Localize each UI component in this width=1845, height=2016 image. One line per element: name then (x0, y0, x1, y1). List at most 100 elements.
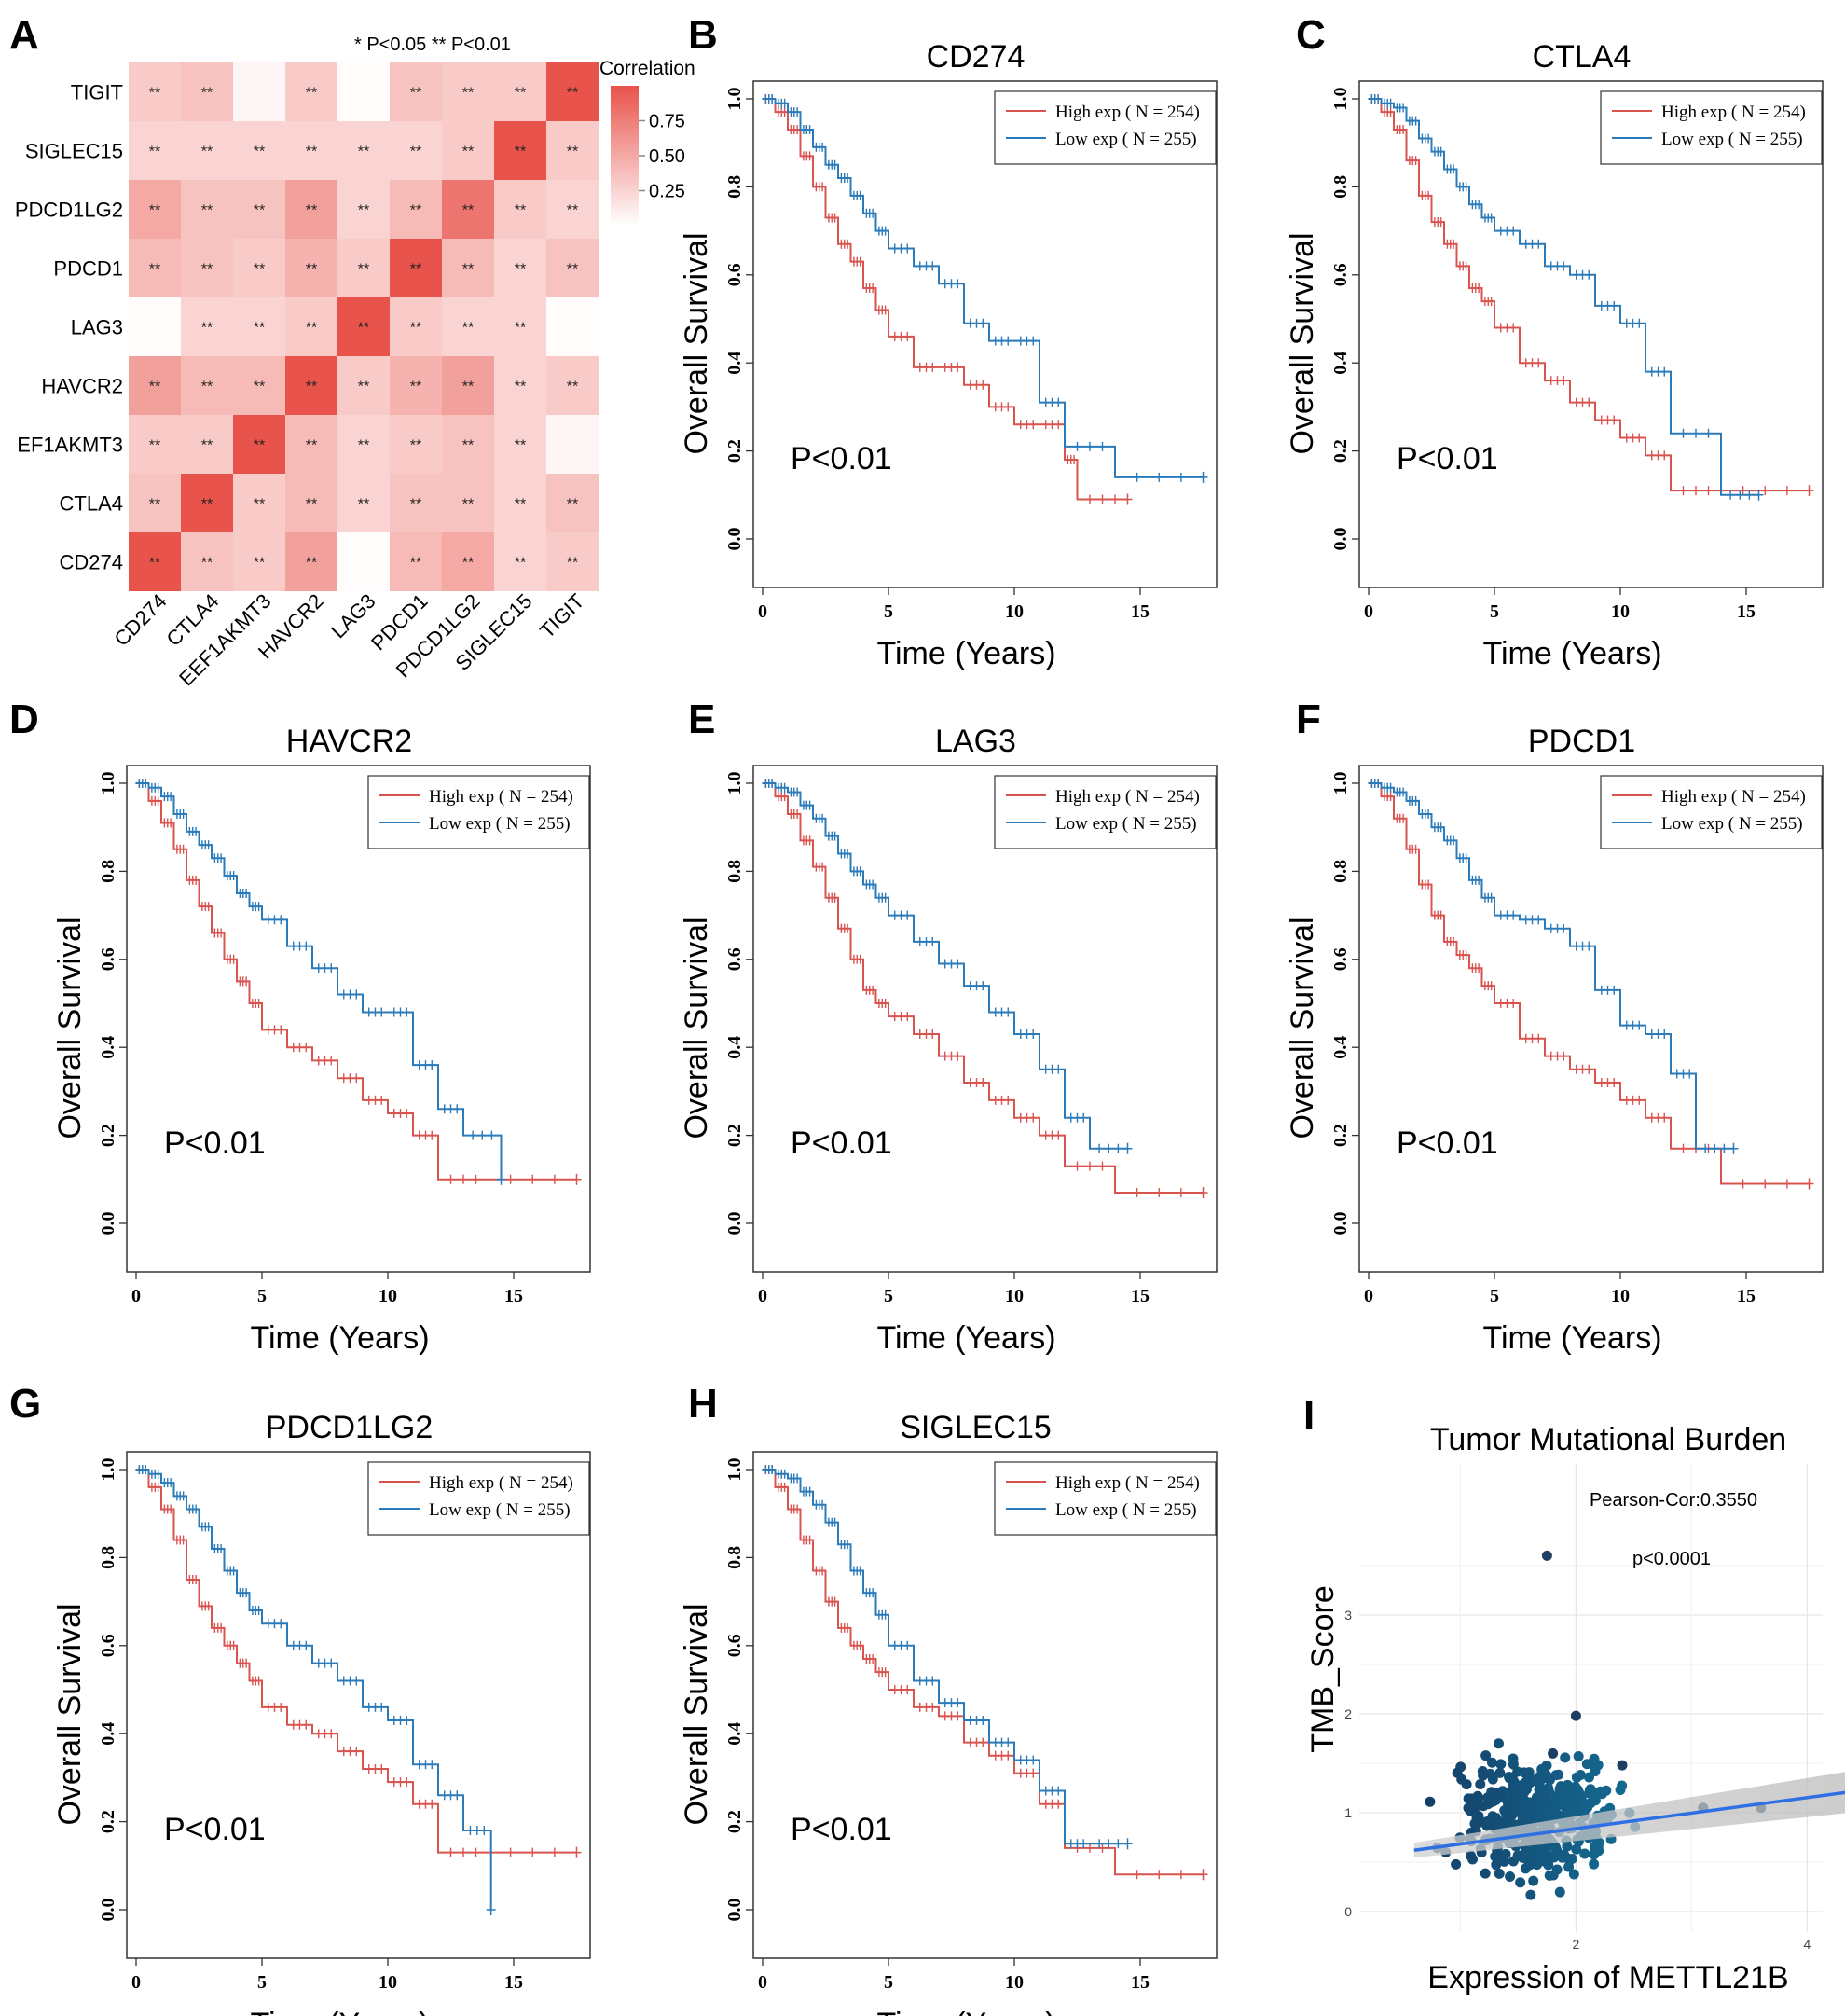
censor-mark (1475, 875, 1483, 885)
censor-mark (242, 889, 251, 898)
censor-mark (365, 1007, 373, 1017)
heatmap-star: ** (306, 145, 317, 160)
heatmap-cell (285, 532, 337, 591)
censor-mark (991, 1737, 999, 1747)
censor-mark (916, 362, 924, 372)
scatter-point (1589, 1858, 1600, 1870)
censor-mark (1023, 1112, 1031, 1123)
x-tick-label: 10 (1611, 1286, 1630, 1306)
plot-frame (752, 765, 1218, 1273)
censor-mark (1004, 1095, 1012, 1105)
x-tick-label: 15 (504, 1286, 523, 1306)
heatmap-star: ** (515, 497, 526, 513)
censor-mark (1450, 164, 1458, 174)
panel-label-i: I (1303, 1392, 1315, 1438)
censor-mark (856, 256, 864, 267)
heatmap-cell (285, 239, 337, 297)
censor-mark (941, 362, 949, 372)
censor-mark (903, 243, 912, 254)
heatmap-cell (181, 62, 233, 121)
censor-mark (991, 1750, 999, 1761)
heatmap-cell (129, 356, 181, 415)
censor-mark (192, 875, 200, 885)
heatmap-star: ** (201, 145, 213, 160)
y-tick-label: 1.0 (724, 88, 745, 111)
censor-mark (365, 1095, 373, 1105)
censor-mark (897, 243, 905, 254)
heatmap-star: ** (306, 203, 317, 219)
censor-mark (1647, 1112, 1656, 1123)
censor-mark (1673, 1069, 1681, 1079)
censor-mark (831, 892, 839, 903)
censor-mark (1647, 366, 1656, 377)
censor-mark (396, 1109, 405, 1118)
scatter-point (1541, 1550, 1552, 1561)
censor-mark (1610, 1077, 1618, 1087)
heatmap-cell (442, 415, 494, 474)
heatmap-cell (390, 532, 442, 591)
colorbar-tick-label: 0.50 (649, 146, 685, 167)
heatmap-cell (546, 62, 599, 121)
heatmap-row-label: CD274 (60, 551, 123, 574)
censor-mark (478, 1130, 487, 1140)
censor-mark (856, 954, 864, 964)
censor-mark (972, 318, 981, 328)
censor-mark (922, 1676, 930, 1686)
censor-mark (1739, 1179, 1747, 1189)
censor-mark (881, 305, 889, 315)
heatmap-row-labels: TIGIT SIGLEC15 PDCD1LG2 PDCD1 LAG3 HAVCR2 EF1A… (15, 81, 123, 574)
heatmap-cell (442, 62, 494, 121)
censor-mark (929, 261, 937, 271)
scatter-point (1490, 1792, 1501, 1803)
heatmap-star: ** (515, 321, 526, 337)
censor-mark (1578, 1064, 1587, 1074)
censor-mark (972, 1077, 981, 1087)
y-tick-label: 0.0 (98, 1899, 118, 1922)
censor-mark (365, 1763, 373, 1774)
y-tick-label: 0.0 (724, 1899, 745, 1922)
x-tick-label: 15 (1131, 601, 1150, 622)
censor-mark (1622, 433, 1631, 443)
censor-mark (1450, 835, 1458, 846)
censor-mark (903, 331, 912, 341)
censor-mark (339, 1676, 348, 1686)
censor-mark (1503, 226, 1511, 236)
censor-mark (831, 213, 839, 223)
censor-mark (1496, 323, 1505, 333)
censor-mark (352, 1676, 361, 1686)
censor-mark (167, 792, 175, 802)
censor-mark (1004, 336, 1012, 346)
censor-mark (780, 98, 789, 108)
censor-mark (204, 840, 213, 850)
censor-mark (1098, 1161, 1107, 1171)
scatter-point (1581, 1759, 1592, 1770)
y-axis-label: Overall Survival (1285, 917, 1320, 1139)
heatmap-star: ** (410, 556, 421, 572)
censor-mark (1133, 1187, 1141, 1197)
heatmap-cell (337, 474, 390, 532)
censor-mark (1521, 239, 1530, 249)
scatter-point (1482, 1799, 1494, 1810)
survival-panel-e: E LAG3 0 5 10 15 0.0 0.2 0.4 0.6 0.8 1.0 Time (Years… (679, 697, 1218, 1356)
x-tick-label: 5 (1490, 1286, 1499, 1306)
censor-mark (1177, 1870, 1185, 1880)
censor-mark (1509, 226, 1518, 236)
heatmap-star: ** (462, 262, 474, 278)
censor-mark (1067, 1112, 1075, 1123)
heatmap-cell (494, 121, 546, 180)
legend-box (994, 90, 1217, 165)
censor-mark (1048, 420, 1056, 430)
x-tick-label: 15 (504, 1972, 523, 1993)
heatmap-star: ** (254, 556, 265, 572)
heatmap-star: ** (462, 321, 474, 337)
censor-mark (954, 1711, 962, 1721)
censor-mark (1692, 486, 1700, 496)
censor-mark (844, 923, 852, 933)
panel-title: CD274 (927, 39, 1026, 75)
x-tick-label: 0 (131, 1972, 141, 1993)
panel-label-a: A (9, 12, 39, 58)
censor-mark (1572, 941, 1580, 951)
censor-mark (998, 1095, 1006, 1105)
censor-mark (1029, 1112, 1038, 1123)
y-tick-label: 1 (1344, 1805, 1352, 1820)
